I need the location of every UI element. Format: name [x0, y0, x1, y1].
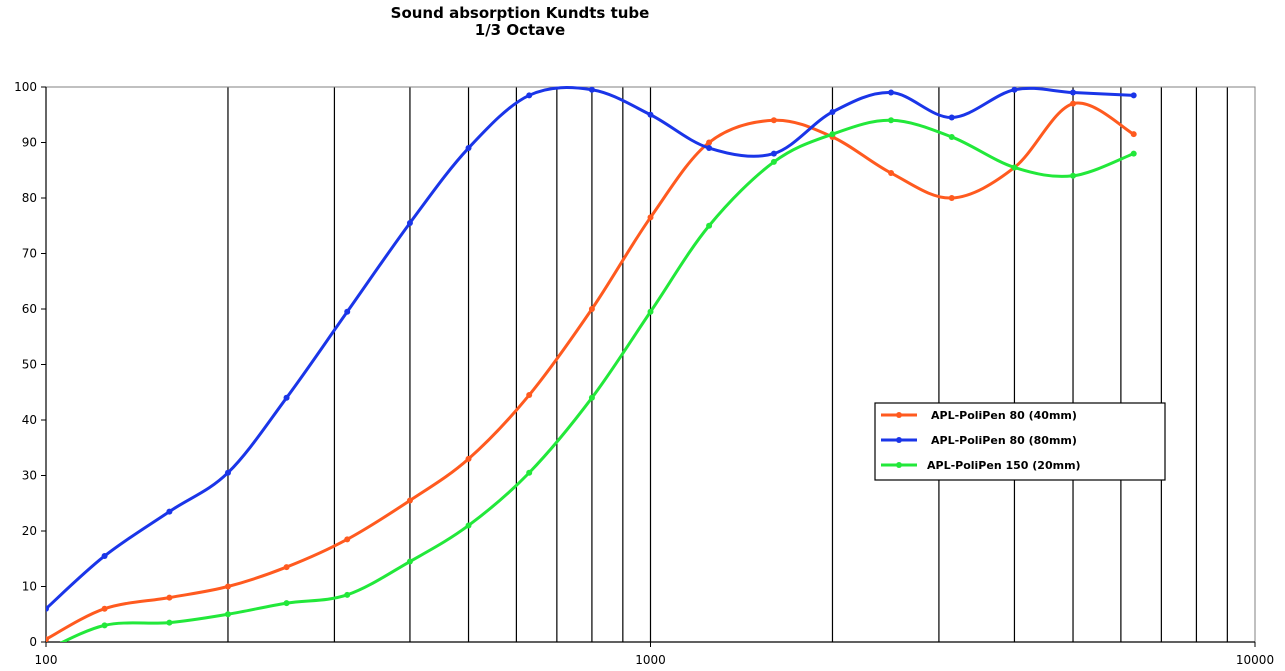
data-point [101, 622, 108, 629]
series-line-2 [46, 86, 1134, 610]
data-point [888, 117, 895, 124]
chart-title: Sound absorption Kundts tube [390, 4, 650, 22]
data-point [948, 114, 955, 121]
data-point [1070, 89, 1077, 96]
data-point [166, 508, 173, 515]
y-tick-label: 80 [22, 191, 37, 205]
data-point [1070, 172, 1077, 179]
legend-marker [896, 412, 902, 418]
data-point [1130, 131, 1137, 138]
data-point [770, 150, 777, 157]
data-point [948, 195, 955, 201]
chart-subtitle: 1/3 Octave [474, 21, 566, 39]
x-tick-label: 1000 [635, 653, 666, 667]
y-tick-label: 0 [29, 635, 37, 649]
y-tick-label: 50 [22, 358, 37, 372]
data-point [1011, 164, 1018, 171]
data-point [465, 455, 472, 462]
data-point [770, 117, 777, 124]
data-point [283, 394, 290, 401]
data-point [283, 600, 290, 607]
data-point [829, 131, 836, 138]
legend-label: APL-PoliPen 80 (40mm) [931, 409, 1077, 422]
data-point [166, 619, 173, 626]
legend-label: APL-PoliPen 80 (80mm) [931, 434, 1077, 447]
data-point [647, 111, 654, 118]
data-point [948, 133, 955, 140]
data-point [1130, 150, 1137, 157]
data-point [406, 497, 413, 504]
data-point [888, 89, 895, 96]
data-point [46, 605, 49, 612]
data-point [588, 86, 595, 93]
data-point [770, 158, 777, 165]
data-point [1070, 100, 1077, 107]
data-point [526, 392, 533, 399]
data-point [1011, 86, 1018, 93]
data-point [706, 222, 713, 229]
legend-marker [896, 437, 902, 443]
legend-marker [896, 462, 902, 468]
data-point [46, 636, 49, 642]
y-tick-label: 70 [22, 247, 37, 261]
data-point [344, 308, 351, 315]
y-tick-label: 20 [22, 524, 37, 538]
data-point [283, 564, 290, 571]
data-point [1130, 92, 1137, 99]
y-tick-label: 30 [22, 469, 37, 483]
y-tick-label: 10 [22, 580, 37, 594]
data-point [224, 583, 231, 590]
data-point [526, 469, 533, 476]
x-tick-label: 100 [35, 653, 58, 667]
data-point [406, 558, 413, 565]
data-point [465, 522, 472, 529]
y-tick-label: 60 [22, 302, 37, 316]
data-point [829, 108, 836, 115]
legend-label: APL-PoliPen 150 (20mm) [927, 459, 1081, 472]
y-tick-label: 40 [22, 413, 37, 427]
data-point [588, 394, 595, 401]
data-point [526, 92, 533, 99]
legend-box [874, 402, 1166, 481]
data-point [647, 214, 654, 221]
data-point [888, 170, 895, 177]
y-tick-label: 100 [14, 80, 37, 94]
data-point [224, 469, 231, 476]
data-point [588, 306, 595, 312]
data-point [647, 308, 654, 315]
data-point [465, 145, 472, 152]
series-line-3 [59, 118, 1135, 642]
data-point [224, 611, 231, 618]
data-point [406, 219, 413, 226]
data-point [344, 536, 351, 543]
data-point [166, 594, 173, 601]
y-tick-label: 90 [22, 136, 37, 150]
data-point [101, 605, 108, 612]
data-point [101, 552, 108, 559]
x-tick-label: 10000 [1236, 653, 1274, 667]
data-point [706, 145, 713, 152]
data-point [706, 139, 713, 146]
chart-title-block: Sound absorption Kundts tube 1/3 Octave [0, 5, 1040, 39]
series-line-1 [46, 101, 1135, 641]
data-point [344, 591, 351, 598]
